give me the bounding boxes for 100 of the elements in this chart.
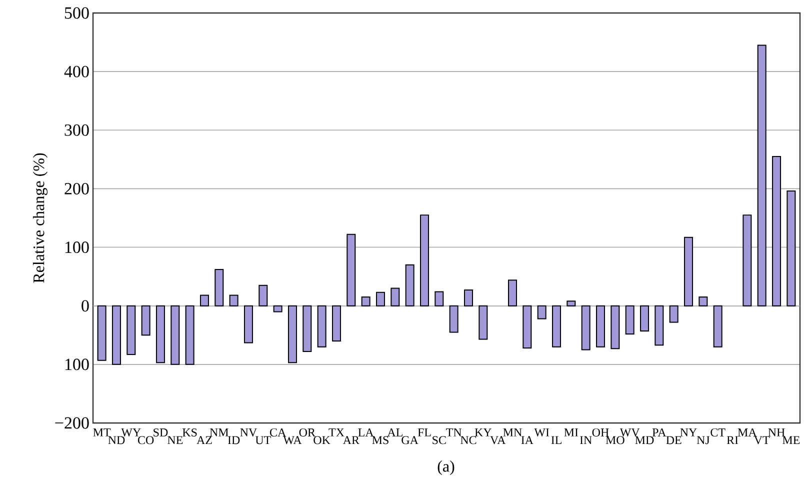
x-tick-label: OK [314, 436, 330, 444]
x-tick-label: UT [255, 436, 271, 444]
x-tick-label: CA [270, 428, 286, 437]
x-tick-label: NY [680, 428, 697, 436]
x-tick-label: OH [592, 428, 609, 437]
bar [376, 292, 385, 306]
y-axis-title: Relative change (%) [32, 153, 48, 283]
x-tick-label: SC [432, 436, 446, 444]
bar [552, 305, 562, 348]
x-tick-label: WY [121, 428, 141, 436]
bar [185, 305, 194, 365]
x-tick-label: DE [666, 436, 682, 444]
x-tick-label: NC [460, 436, 476, 444]
bar [141, 305, 150, 336]
bar [156, 305, 165, 364]
bar [302, 305, 312, 352]
x-tick-label: RI [726, 436, 738, 444]
x-tick-label: NV [240, 428, 258, 436]
x-tick-label: WI [534, 428, 550, 436]
bar [640, 305, 650, 332]
x-tick-label: ID [228, 436, 240, 444]
x-tick-label: VA [490, 436, 506, 444]
x-tick-label: AR [342, 436, 360, 444]
bar [478, 305, 488, 340]
x-tick-label: GA [402, 436, 418, 444]
x-tick-label: MA [738, 428, 757, 436]
bar [273, 305, 282, 312]
bar [449, 305, 458, 333]
bar [214, 269, 224, 306]
x-tick-label: MT [93, 428, 111, 436]
bar [200, 294, 209, 306]
bar [684, 236, 694, 306]
bar [713, 305, 722, 348]
bar [786, 190, 796, 306]
bar [361, 296, 370, 306]
bar [317, 305, 326, 348]
bar [258, 284, 268, 306]
bar [405, 264, 414, 306]
y-tick-label: 200 [64, 182, 89, 194]
x-tick-label: LA [358, 428, 374, 436]
bar [698, 296, 708, 306]
bar [420, 214, 429, 306]
bar [669, 305, 678, 323]
x-tick-label: KY [474, 428, 492, 436]
bar [346, 234, 356, 306]
x-tick-label: AL [387, 428, 402, 436]
bar [332, 305, 341, 342]
y-tick-label: 100 [65, 242, 89, 254]
x-tick-label: MI [564, 428, 578, 436]
bar [229, 294, 238, 306]
x-tick-label: MN [503, 428, 522, 436]
bar [97, 305, 106, 361]
x-tick-label: IN [580, 436, 592, 444]
x-tick-label: VT [754, 436, 770, 444]
x-tick-label: MS [372, 436, 388, 444]
y-tick-label: 300 [64, 124, 89, 136]
text: (a) [438, 460, 454, 476]
bar [288, 305, 297, 364]
x-tick-label: MO [606, 436, 624, 444]
bar [610, 305, 620, 350]
x-tick-label: SD [154, 428, 168, 437]
x-tick-label: ME [782, 436, 800, 444]
x-tick-label: NM [210, 428, 228, 436]
x-tick-label: ND [108, 436, 125, 444]
x-tick-label: NH [768, 428, 785, 436]
x-tick-label: KS [182, 428, 197, 437]
x-tick-label: IL [551, 436, 562, 444]
bar [654, 305, 664, 346]
x-tick-label: TN [446, 428, 462, 436]
y-tick-label: 500 [64, 7, 89, 19]
x-tick-label: WA [283, 436, 302, 444]
x-tick-label: CT [710, 428, 726, 437]
bar [596, 305, 606, 348]
x-tick-label: CO [138, 436, 154, 444]
x-tick-label: NJ [696, 436, 710, 444]
y-tick-label: −200 [55, 417, 89, 429]
bar [434, 291, 444, 306]
x-tick-label: TX [328, 428, 344, 436]
x-tick-label: IA [521, 436, 534, 444]
bar [244, 305, 253, 344]
bar [126, 305, 136, 355]
x-tick-label: AZ [196, 436, 212, 444]
bar [566, 300, 576, 306]
x-tick-label: MD [635, 436, 654, 444]
bar [464, 290, 473, 306]
x-tick-label: PA [652, 428, 666, 436]
y-tick-label: 100 [65, 358, 89, 370]
bar [742, 214, 752, 306]
bar [581, 305, 590, 350]
bar [757, 44, 766, 306]
bar [625, 305, 634, 334]
x-tick-label: NE [167, 436, 183, 444]
y-tick-label: 400 [64, 66, 89, 78]
x-tick-label: FL [418, 428, 431, 436]
bar [508, 280, 518, 306]
x-tick-label: WV [620, 428, 640, 436]
y-tick-label: 0 [82, 300, 89, 312]
bar [112, 305, 121, 365]
bar [522, 305, 532, 349]
bar [537, 305, 546, 320]
